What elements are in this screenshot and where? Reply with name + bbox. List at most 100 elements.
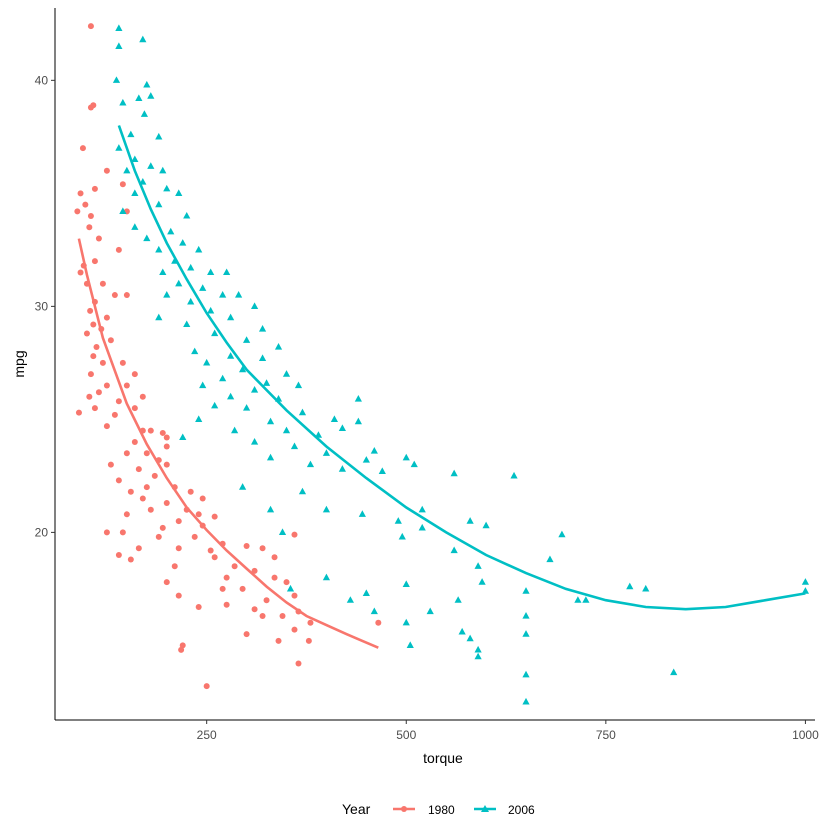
data-point-1980 [175,545,182,552]
x-tick-label: 250 [197,728,217,742]
data-point-2006 [195,245,203,253]
data-point-1980 [90,321,97,328]
data-point-1980 [279,613,286,620]
data-point-1980 [251,606,258,613]
data-point-1980 [87,212,94,219]
data-point-2006 [183,211,191,219]
y-axis-title: mpg [11,350,27,377]
data-point-2006 [227,352,235,359]
data-point-1980 [195,511,202,518]
data-point-2006 [801,578,810,585]
data-point-1980 [271,574,278,581]
data-point-1980 [90,353,97,360]
legend-key-2006-marker [481,805,489,812]
data-point-2006 [131,189,139,196]
data-point-2006 [179,433,187,441]
data-point-2006 [219,291,227,298]
data-point-1980 [251,567,258,574]
data-point-1980 [95,389,102,396]
data-point-2006 [143,234,151,242]
data-point-1980 [111,292,118,299]
data-point-2006 [231,426,239,434]
data-point-1980 [178,646,185,653]
x-tick-label: 750 [596,728,616,742]
data-point-2006 [266,505,275,513]
data-point-2006 [322,505,331,513]
data-point-2006 [115,42,123,50]
data-point-1980 [77,190,84,197]
trend-line-1980 [77,238,379,649]
data-point-1980 [123,511,130,518]
data-point-1980 [211,554,218,561]
data-point-1980 [195,603,202,610]
data-point-1980 [243,542,250,549]
data-point-2006 [163,184,171,192]
trend-line-2006 [117,125,806,611]
data-point-2006 [207,268,215,276]
data-point-1980 [135,466,142,473]
data-point-1980 [147,506,154,513]
data-point-1980 [119,359,126,366]
data-point-2006 [510,471,518,479]
data-point-1980 [123,450,130,457]
x-axis-title: torque [423,750,463,766]
data-point-2006 [135,94,143,102]
data-point-2006 [474,645,482,653]
data-point-1980 [127,556,134,563]
data-point-1980 [151,472,158,479]
data-point-1980 [187,488,194,495]
data-point-2006 [131,155,139,163]
data-point-2006 [358,510,366,517]
data-point-2006 [159,166,167,174]
data-point-2006 [466,517,474,524]
data-point-2006 [410,460,418,468]
data-point-1980 [103,423,110,430]
data-point-1980 [307,619,314,626]
data-point-1980 [123,382,130,389]
data-point-1980 [99,359,106,366]
data-point-2006 [322,573,331,581]
data-point-1980 [163,434,170,441]
data-point-1980 [75,409,82,416]
data-point-1980 [259,613,266,620]
data-point-2006 [175,279,183,287]
data-point-2006 [131,223,139,230]
data-point-1980 [283,579,290,586]
data-point-1980 [159,524,166,531]
data-point-2006 [398,532,406,540]
data-point-2006 [306,460,315,468]
data-point-1980 [163,443,170,450]
data-point-1980 [103,529,110,536]
data-point-1980 [243,631,250,638]
data-point-1980 [207,547,214,554]
data-point-2006 [426,607,434,615]
data-point-2006 [147,162,155,169]
data-point-1980 [291,592,298,599]
data-point-2006 [522,587,530,594]
data-point-2006 [115,24,123,31]
data-point-2006 [582,596,590,603]
data-point-2006 [282,426,291,434]
data-point-1980 [93,344,100,351]
data-point-2006 [402,618,410,626]
data-point-2006 [322,449,331,456]
data-point-1980 [175,592,182,599]
data-point-2006 [140,110,149,117]
data-point-2006 [127,130,135,138]
data-point-2006 [278,528,287,535]
data-point-2006 [370,447,378,454]
data-point-1980 [87,371,94,378]
data-point-2006 [450,469,458,477]
data-point-2006 [187,263,195,271]
data-point-2006 [626,582,634,590]
data-point-2006 [418,505,426,513]
data-point-2006 [250,437,259,445]
data-point-2006 [199,284,207,291]
data-point-2006 [258,354,267,361]
data-point-1980 [139,393,146,400]
data-point-1980 [171,563,178,570]
data-point-2006 [112,76,121,83]
data-point-2006 [298,408,307,416]
data-point-1980 [239,585,246,592]
data-point-2006 [179,239,187,246]
